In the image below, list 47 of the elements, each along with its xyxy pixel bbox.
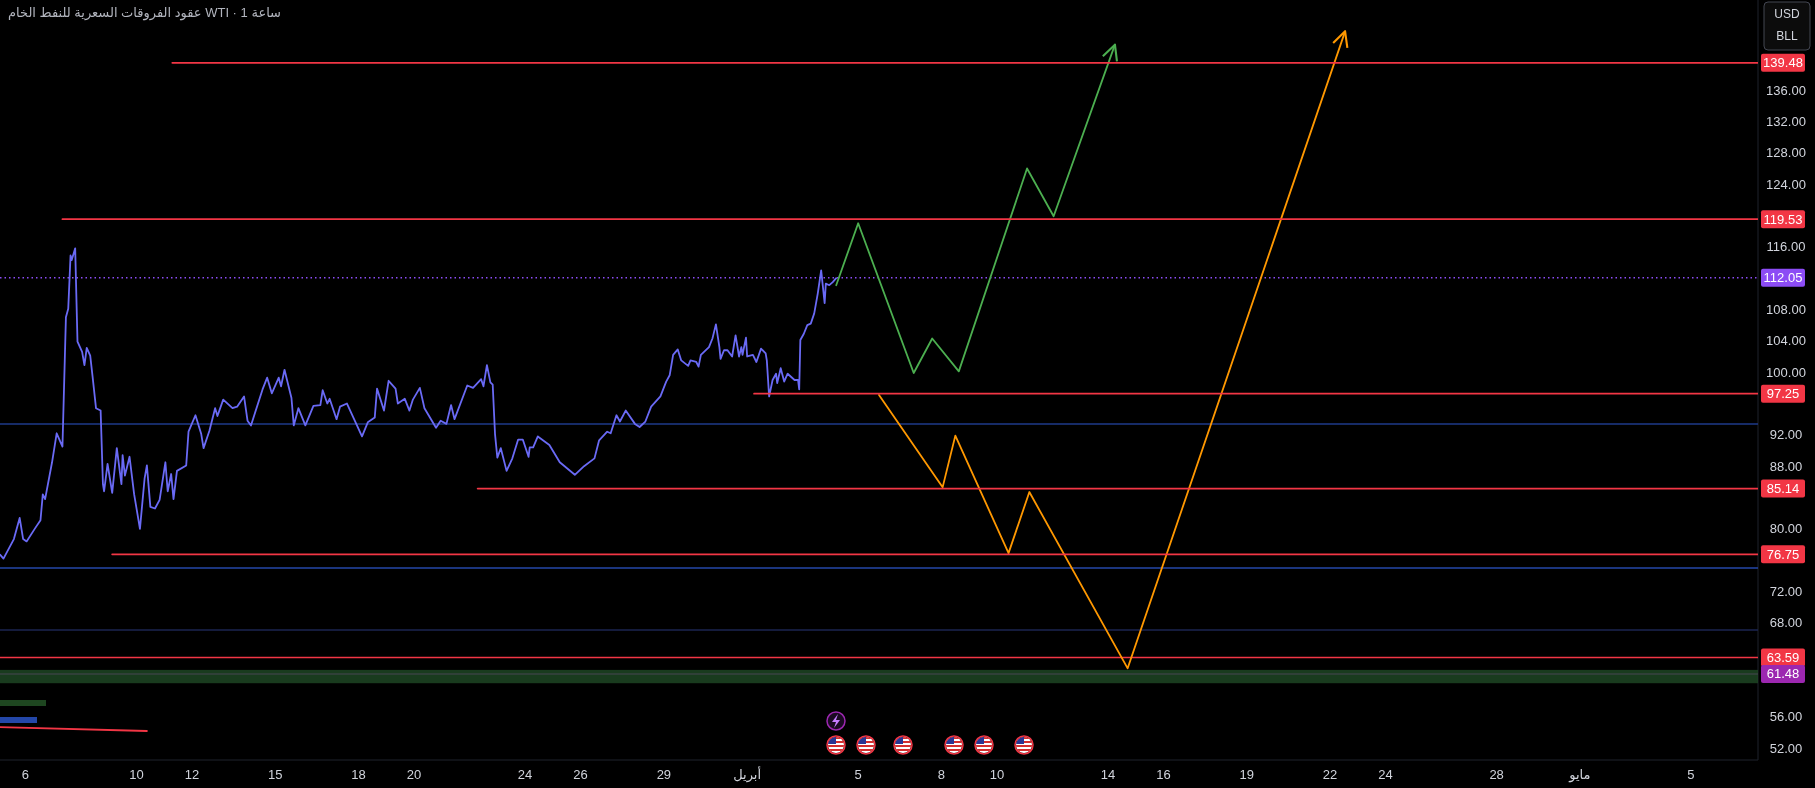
x-tick-label: 5 bbox=[854, 766, 862, 782]
y-tick-label: 68.00 bbox=[1769, 615, 1803, 631]
data-label: 76.75 bbox=[1766, 546, 1800, 562]
data-label: 97.25 bbox=[1766, 386, 1800, 402]
x-tick-label: 16 bbox=[1156, 766, 1171, 782]
x-tick-label: 10 bbox=[129, 766, 144, 782]
y-tick-label: 72.00 bbox=[1769, 584, 1803, 600]
ref-line-label: 63.59 bbox=[1766, 649, 1800, 665]
x-tick-label: 14 bbox=[1100, 766, 1116, 782]
x-tick-label: 28 bbox=[1489, 766, 1504, 782]
x-tick-label: 18 bbox=[351, 766, 366, 782]
x-tick-label: 6 bbox=[21, 766, 30, 782]
x-tick-label: 29 bbox=[656, 766, 672, 782]
x-tick-label: 24 bbox=[1378, 766, 1393, 782]
x-tick-label: 15 bbox=[268, 766, 283, 782]
data-label: 139.48 bbox=[1763, 55, 1803, 71]
x-tick-label: 8 bbox=[937, 766, 946, 782]
x-tick-label: أبريل bbox=[733, 765, 762, 783]
y-tick-label: 100.00 bbox=[1766, 364, 1806, 380]
x-tick-label: 19 bbox=[1239, 766, 1255, 782]
chart-title: عقود الفروقات السعرية للنفط الخام WTI · 1 ساعة bbox=[8, 5, 282, 21]
y-tick-label: 128.00 bbox=[1766, 145, 1806, 161]
x-tick-label: 24 bbox=[517, 766, 533, 782]
y-tick-label: 104.00 bbox=[1766, 333, 1806, 349]
x-tick-label: 12 bbox=[184, 766, 200, 782]
x-tick-label: 10 bbox=[989, 766, 1005, 782]
y-tick-label: 56.00 bbox=[1769, 709, 1803, 725]
ref-line-label: 112.05 bbox=[1763, 270, 1803, 286]
y-tick-label: 52.00 bbox=[1769, 740, 1803, 756]
data-label: 119.53 bbox=[1763, 211, 1803, 227]
y-tick-label: 88.00 bbox=[1769, 458, 1803, 474]
x-tick-label: 5 bbox=[1687, 766, 1695, 782]
text: USD bbox=[1774, 7, 1800, 21]
y-tick-label: 124.00 bbox=[1766, 176, 1806, 192]
y-tick-label: 136.00 bbox=[1766, 82, 1806, 98]
text: BLL bbox=[1776, 29, 1798, 43]
ref-line-label: 61.48 bbox=[1766, 666, 1800, 682]
x-tick-label: مايو bbox=[1568, 766, 1591, 783]
data-label: 85.14 bbox=[1766, 481, 1800, 497]
y-tick-label: 80.00 bbox=[1769, 521, 1803, 537]
x-tick-label: 20 bbox=[406, 766, 422, 782]
y-tick-label: 116.00 bbox=[1766, 239, 1806, 255]
x-tick-label: 26 bbox=[573, 766, 588, 782]
x-tick-label: 22 bbox=[1322, 766, 1338, 782]
y-tick-label: 108.00 bbox=[1766, 301, 1806, 317]
y-tick-label: 92.00 bbox=[1769, 427, 1803, 443]
y-tick-label: 132.00 bbox=[1766, 113, 1806, 129]
